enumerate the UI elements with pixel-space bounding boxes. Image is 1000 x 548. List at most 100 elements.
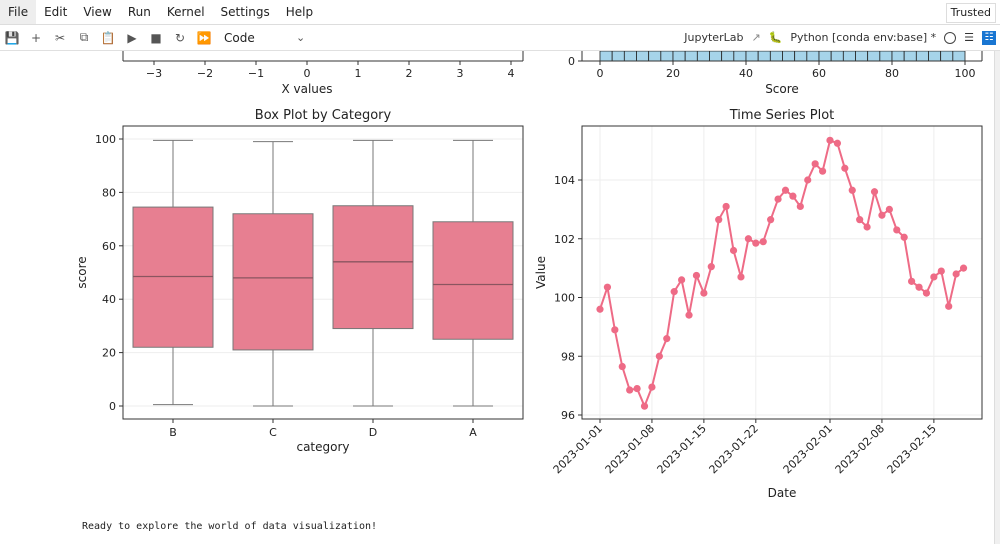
kernel-status-icon bbox=[944, 31, 957, 44]
x-tick-label: 0 bbox=[597, 67, 604, 80]
notebook-content: −3 −2 −1 0 1 2 3 4 X values 0 0 20 40 60 80 100 Score 0 20… bbox=[0, 50, 995, 544]
y-tick-label: 20 bbox=[102, 347, 116, 360]
box-C bbox=[232, 213, 314, 351]
data-point bbox=[870, 188, 879, 196]
y-tick-label: 0 bbox=[109, 400, 116, 413]
data-point bbox=[640, 402, 649, 410]
data-point bbox=[715, 216, 723, 224]
data-point bbox=[863, 223, 871, 231]
data-point bbox=[722, 202, 730, 211]
run-all-icon[interactable]: ⏩ bbox=[196, 30, 212, 45]
jupyterlab-link[interactable]: JupyterLab bbox=[684, 31, 744, 44]
histogram-bar bbox=[940, 50, 954, 62]
histogram-bar bbox=[611, 50, 625, 62]
property-inspector-icon[interactable]: ☷ bbox=[982, 30, 996, 45]
x-tick-label: D bbox=[369, 426, 377, 439]
data-point bbox=[692, 271, 701, 280]
x-tick-label: −1 bbox=[248, 67, 264, 80]
data-point bbox=[856, 216, 864, 224]
cell-type-select[interactable]: Code bbox=[224, 30, 255, 45]
data-point bbox=[818, 167, 827, 175]
data-point bbox=[885, 205, 893, 213]
data-point bbox=[826, 136, 834, 144]
x-tick-label: 0 bbox=[304, 67, 311, 80]
histogram-bar bbox=[903, 50, 917, 62]
stop-icon[interactable]: ■ bbox=[150, 30, 162, 45]
menu-run[interactable]: Run bbox=[127, 5, 151, 19]
paste-icon[interactable]: 📋 bbox=[100, 30, 116, 45]
x-tick-label: 2023-02-01 bbox=[781, 422, 835, 476]
x-tick-label: 80 bbox=[885, 67, 899, 80]
chevron-down-icon[interactable]: ⌄ bbox=[296, 31, 306, 44]
histogram-bar bbox=[794, 50, 808, 62]
y-axis-label: score bbox=[75, 256, 89, 288]
x-tick-label: 1 bbox=[355, 67, 362, 80]
chart-output: −3 −2 −1 0 1 2 3 4 X values 0 0 20 40 60 80 100 Score 0 20… bbox=[75, 50, 983, 500]
data-point bbox=[626, 386, 634, 394]
data-point bbox=[648, 383, 656, 391]
y-tick-label: 0 bbox=[568, 55, 575, 68]
external-link-icon[interactable]: ↗ bbox=[751, 31, 761, 44]
data-point bbox=[752, 239, 760, 247]
data-point bbox=[833, 139, 842, 147]
data-point bbox=[744, 235, 752, 243]
menu-settings[interactable]: Settings bbox=[220, 5, 270, 19]
histogram-bar bbox=[696, 50, 710, 62]
restart-icon[interactable]: ↻ bbox=[174, 30, 186, 45]
menu-kernel[interactable]: Kernel bbox=[166, 5, 205, 19]
x-axis-label: X values bbox=[281, 82, 332, 96]
kernel-name[interactable]: Python [conda env:base] * bbox=[790, 31, 937, 44]
data-point bbox=[922, 289, 931, 297]
cell-output-text: Ready to explore the world of data visua… bbox=[82, 521, 378, 532]
data-point bbox=[959, 264, 968, 272]
histogram-bar bbox=[636, 50, 650, 62]
menu-file[interactable]: File bbox=[0, 0, 37, 24]
histogram-bar bbox=[915, 50, 929, 62]
add-cell-icon[interactable]: + bbox=[30, 30, 42, 45]
data-point bbox=[596, 305, 604, 313]
run-icon[interactable]: ▶ bbox=[127, 30, 137, 45]
x-tick-label: 2023-02-08 bbox=[833, 422, 887, 476]
y-tick-label: 102 bbox=[554, 233, 575, 246]
x-tick-label: −2 bbox=[197, 67, 213, 80]
box-B bbox=[132, 206, 214, 348]
data-point bbox=[678, 276, 686, 284]
data-point bbox=[663, 335, 671, 343]
histogram-bar bbox=[733, 50, 747, 62]
menu-help[interactable]: Help bbox=[285, 5, 314, 19]
menu-view[interactable]: View bbox=[83, 5, 112, 19]
histogram-bar bbox=[709, 50, 723, 62]
menu-lines-icon[interactable]: ☰ bbox=[964, 31, 974, 44]
box-A bbox=[432, 221, 514, 340]
x-tick-label: 2 bbox=[406, 67, 413, 80]
data-point bbox=[618, 362, 626, 371]
data-point bbox=[633, 384, 641, 393]
x-tick-label: 20 bbox=[666, 67, 680, 80]
x-tick-label: B bbox=[169, 426, 177, 439]
data-point bbox=[603, 283, 612, 291]
data-point bbox=[915, 283, 923, 291]
scrollbar[interactable] bbox=[994, 51, 1000, 544]
data-point bbox=[945, 302, 953, 310]
data-point bbox=[781, 186, 790, 194]
x-tick-label: A bbox=[469, 426, 477, 439]
data-point bbox=[655, 352, 663, 360]
x-axis-label: Score bbox=[765, 82, 799, 96]
x-tick-label: 60 bbox=[812, 67, 826, 80]
copy-icon[interactable]: ⧉ bbox=[79, 30, 89, 44]
data-point bbox=[670, 288, 678, 296]
data-point bbox=[841, 164, 849, 172]
histogram-bar bbox=[623, 50, 637, 62]
chart-title: Box Plot by Category bbox=[255, 108, 392, 123]
data-point bbox=[774, 195, 782, 203]
data-point bbox=[848, 186, 856, 194]
debugger-bug-icon[interactable]: 🐛 bbox=[768, 31, 783, 44]
histogram-bar bbox=[684, 50, 698, 62]
data-point bbox=[908, 277, 916, 285]
save-icon[interactable]: 💾 bbox=[4, 30, 20, 45]
menu-edit[interactable]: Edit bbox=[44, 5, 68, 19]
data-point bbox=[685, 311, 693, 319]
trusted-badge[interactable]: Trusted bbox=[945, 3, 996, 23]
data-point bbox=[804, 176, 812, 184]
cut-icon[interactable]: ✂ bbox=[54, 30, 66, 45]
